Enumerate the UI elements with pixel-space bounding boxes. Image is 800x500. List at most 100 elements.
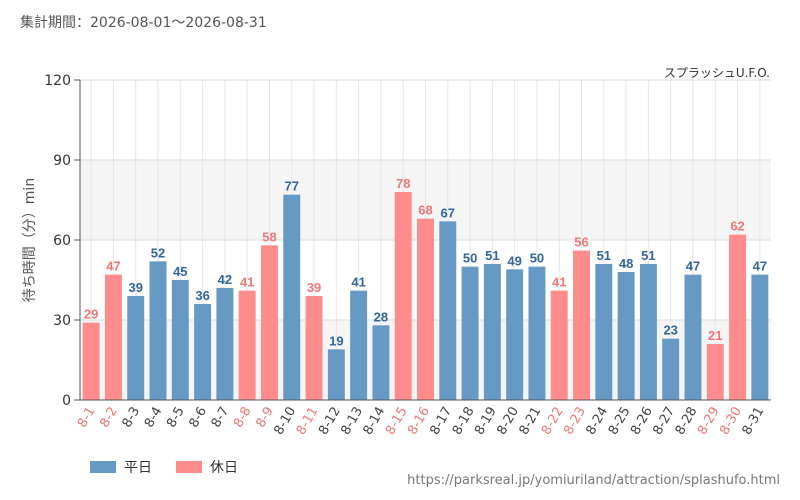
bar — [372, 325, 390, 400]
bar — [706, 344, 724, 400]
value-label: 56 — [574, 235, 588, 250]
bar — [216, 288, 234, 400]
value-label: 28 — [374, 309, 388, 324]
bar — [104, 274, 122, 400]
x-tick-label: 8-24 — [584, 405, 612, 438]
bar — [127, 296, 145, 400]
legend: 平日 休日 — [90, 457, 262, 477]
x-tick-label: 8-10 — [271, 405, 299, 438]
x-tick-label: 8-12 — [316, 405, 344, 438]
bar — [751, 274, 769, 400]
x-tick-label: 8-20 — [494, 405, 522, 438]
bar — [238, 290, 256, 400]
bar — [639, 264, 657, 400]
value-label: 29 — [84, 307, 98, 322]
value-label: 41 — [552, 275, 566, 290]
bar — [439, 221, 457, 400]
bar — [417, 218, 434, 400]
period-label: 集計期間：2026-08-01～2026-08-31 — [20, 15, 267, 31]
value-label: 36 — [195, 288, 209, 303]
value-label: 42 — [218, 272, 232, 287]
value-label: 48 — [619, 256, 633, 271]
value-label: 39 — [128, 280, 142, 295]
value-label: 62 — [730, 219, 744, 234]
x-tick-label: 8-21 — [517, 405, 545, 438]
bar — [82, 322, 100, 400]
value-label: 47 — [753, 259, 767, 274]
source-url[interactable]: https://parksreal.jp/yomiuriland/attract… — [407, 473, 780, 488]
bar — [684, 274, 702, 400]
x-tick-label: 8-15 — [383, 405, 411, 438]
value-label: 49 — [507, 253, 521, 268]
y-axis-label: 待ち時間（分）min — [22, 178, 38, 302]
x-tick-label: 8-7 — [209, 405, 233, 431]
value-label: 78 — [396, 176, 410, 191]
x-tick-label: 8-25 — [606, 405, 634, 438]
value-label: 47 — [106, 259, 120, 274]
bar — [662, 338, 680, 400]
x-tick-label: 8-31 — [740, 405, 768, 438]
legend-item-holiday: 休日 — [176, 457, 238, 477]
x-tick-label: 8-30 — [717, 405, 745, 438]
bar — [283, 194, 301, 400]
value-label: 50 — [530, 251, 544, 266]
value-label: 51 — [485, 248, 499, 263]
value-label: 41 — [240, 275, 254, 290]
chart-title: スプラッシュU.F.O. — [664, 66, 770, 80]
value-label: 41 — [351, 275, 365, 290]
bar — [550, 290, 568, 400]
x-tick-label: 8-14 — [361, 405, 389, 438]
value-label: 77 — [285, 179, 299, 194]
value-label: 68 — [418, 203, 432, 218]
y-tick-label: 120 — [44, 73, 71, 89]
x-tick-label: 8-23 — [561, 405, 589, 438]
value-label: 50 — [463, 251, 477, 266]
x-tick-label: 8-13 — [338, 405, 366, 438]
x-tick-label: 8-3 — [120, 405, 144, 431]
x-tick-label: 8-27 — [650, 405, 678, 438]
value-label: 58 — [262, 229, 276, 244]
x-tick-label: 8-18 — [450, 405, 478, 438]
bar — [305, 296, 323, 400]
bar — [729, 234, 747, 400]
bar — [573, 250, 591, 400]
bars: 29 47 39 52 45 36 42 41 58 77 39 19 41 28 78 68 67 50 51 49… — [82, 176, 769, 400]
x-tick-label: 8-4 — [142, 405, 166, 431]
legend-label-holiday: 休日 — [210, 460, 238, 476]
legend-swatch-weekday — [90, 461, 116, 473]
y-tick-label: 30 — [53, 313, 71, 329]
value-label: 23 — [663, 323, 677, 338]
value-label: 47 — [686, 259, 700, 274]
value-label: 39 — [307, 280, 321, 295]
legend-swatch-holiday — [176, 461, 202, 473]
x-tick-label: 8-28 — [673, 405, 701, 438]
bar — [260, 245, 278, 400]
y-tick-label: 0 — [62, 393, 71, 409]
bar — [327, 349, 345, 400]
y-tick-label: 90 — [53, 153, 71, 169]
x-tick-label: 8-22 — [539, 405, 567, 438]
bar — [506, 269, 524, 400]
x-tick-label: 8-17 — [428, 405, 456, 438]
value-label: 67 — [441, 205, 455, 220]
bar — [171, 280, 189, 400]
bar — [617, 272, 635, 400]
legend-item-weekday: 平日 — [90, 457, 152, 477]
bar — [461, 266, 479, 400]
x-tick-label: 8-26 — [628, 405, 656, 438]
value-label: 51 — [597, 248, 611, 263]
x-tick-label: 8-19 — [472, 405, 500, 438]
x-tick-label: 8-11 — [294, 405, 322, 438]
value-label: 45 — [173, 264, 187, 279]
value-label: 19 — [329, 333, 343, 348]
bar — [194, 304, 212, 400]
x-tick-label: 8-1 — [75, 405, 99, 431]
bar — [528, 266, 546, 400]
x-tick-label: 8-16 — [405, 405, 433, 438]
x-tick-label: 8-5 — [164, 405, 188, 431]
x-tick-label: 8-8 — [231, 405, 255, 431]
x-tick-label: 8-6 — [186, 405, 210, 431]
legend-label-weekday: 平日 — [124, 460, 152, 476]
x-tick-label: 8-29 — [695, 405, 723, 438]
